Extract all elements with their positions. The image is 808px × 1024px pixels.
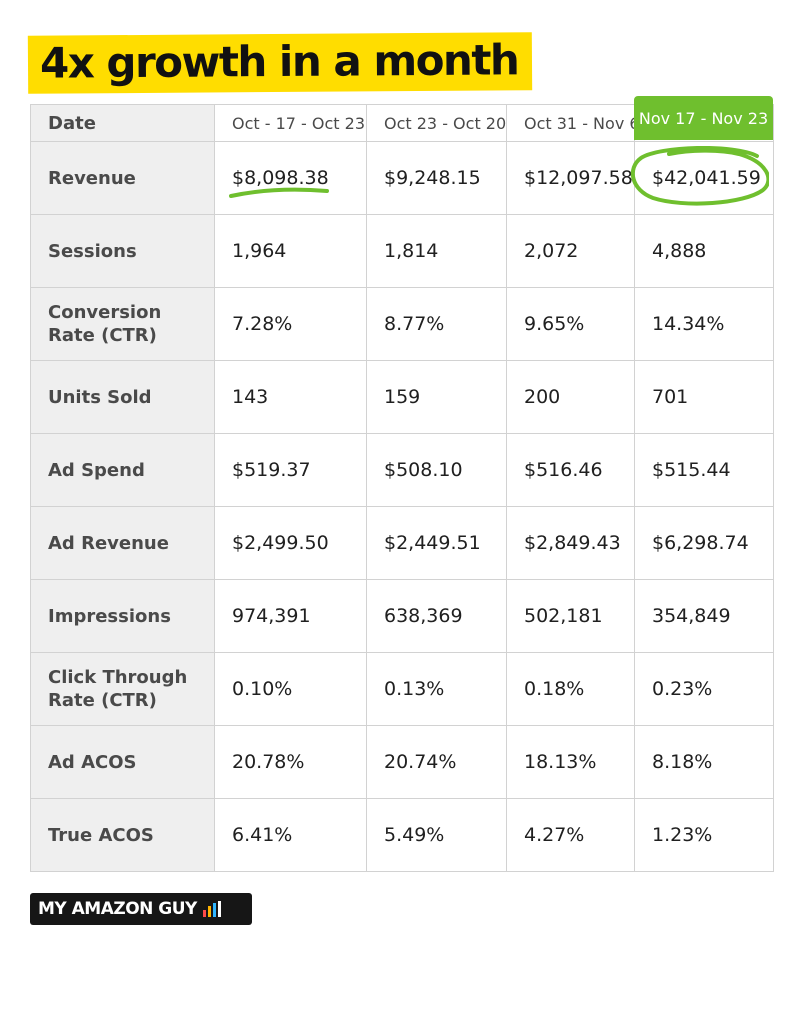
table-cell: $9,248.15 xyxy=(366,141,507,215)
table-cell: 9.65% xyxy=(506,287,635,361)
table-cell: $516.46 xyxy=(506,433,635,507)
table-cell: $519.37 xyxy=(214,433,367,507)
table-cell: 2,072 xyxy=(506,214,635,288)
bar-chart-icon-bar xyxy=(202,910,206,917)
table-row: Conversion Rate (CTR) 7.28% 8.77% 9.65% 14.3… xyxy=(30,287,774,361)
table-cell: 8.77% xyxy=(366,287,507,361)
table-cell: 974,391 xyxy=(214,579,367,653)
row-label: Revenue xyxy=(30,141,215,215)
row-label: Sessions xyxy=(30,214,215,288)
table-cell: $42,041.59 xyxy=(634,141,774,215)
row-label: Conversion Rate (CTR) xyxy=(30,287,215,361)
header-cell: Oct - 17 - Oct 23 xyxy=(214,104,367,142)
table-cell: 0.18% xyxy=(506,652,635,726)
row-label: Units Sold xyxy=(30,360,215,434)
table-cell: 200 xyxy=(506,360,635,434)
table-cell: 6.41% xyxy=(214,798,367,872)
headline-container: 4x growth in a month xyxy=(27,32,533,94)
growth-table-container: Nov 17 - Nov 23 Date Oct - 17 - Oct 23 O… xyxy=(30,96,774,872)
table-cell: 18.13% xyxy=(506,725,635,799)
brand-name: MY AMAZON GUY xyxy=(38,899,197,919)
row-label: True ACOS xyxy=(30,798,215,872)
highlighted-column-header: Nov 17 - Nov 23 xyxy=(634,96,773,140)
table-cell: $12,097.58 xyxy=(506,141,635,215)
table-cell: 7.28% xyxy=(214,287,367,361)
table-cell: 0.13% xyxy=(366,652,507,726)
table-cell: 701 xyxy=(634,360,774,434)
growth-table: Date Oct - 17 - Oct 23 Oct 23 - Oct 20 O… xyxy=(30,104,774,872)
table-row: Sessions 1,964 1,814 2,072 4,888 xyxy=(30,214,774,288)
header-cell: Oct 23 - Oct 20 xyxy=(366,104,507,142)
table-cell: 0.10% xyxy=(214,652,367,726)
bar-chart-icon-bar xyxy=(217,901,221,917)
row-label: Ad Spend xyxy=(30,433,215,507)
table-row: Ad Spend $519.37 $508.10 $516.46 $515.44 xyxy=(30,433,774,507)
header-cell: Oct 31 - Nov 6 xyxy=(506,104,635,142)
bar-chart-icon xyxy=(202,901,221,917)
table-cell: $6,298.74 xyxy=(634,506,774,580)
table-row: Units Sold 143 159 200 701 xyxy=(30,360,774,434)
table-cell: 502,181 xyxy=(506,579,635,653)
table-cell: 20.78% xyxy=(214,725,367,799)
table-cell: 0.23% xyxy=(634,652,774,726)
table-row: Ad ACOS 20.78% 20.74% 18.13% 8.18% xyxy=(30,725,774,799)
table-cell: 8.18% xyxy=(634,725,774,799)
table-cell: $508.10 xyxy=(366,433,507,507)
table-cell: 159 xyxy=(366,360,507,434)
row-label: Ad Revenue xyxy=(30,506,215,580)
table-cell: 14.34% xyxy=(634,287,774,361)
row-label: Click Through Rate (CTR) xyxy=(30,652,215,726)
row-label: Ad ACOS xyxy=(30,725,215,799)
header-label: Date xyxy=(30,104,215,142)
table-row: True ACOS 6.41% 5.49% 4.27% 1.23% xyxy=(30,798,774,872)
row-label: Impressions xyxy=(30,579,215,653)
table-row: Revenue $8,098.38 $9,248.15 $12,097.58 $42,0… xyxy=(30,141,774,215)
bar-chart-icon-bar xyxy=(207,906,211,917)
table-cell: 4.27% xyxy=(506,798,635,872)
table-cell: $8,098.38 xyxy=(214,141,367,215)
table-cell: $2,499.50 xyxy=(214,506,367,580)
table-cell: 143 xyxy=(214,360,367,434)
table-cell: 1.23% xyxy=(634,798,774,872)
table-cell: $2,849.43 xyxy=(506,506,635,580)
table-cell: $515.44 xyxy=(634,433,774,507)
bar-chart-icon-bar xyxy=(212,903,216,917)
brand-logo: MY AMAZON GUY xyxy=(30,893,252,925)
table-cell: 638,369 xyxy=(366,579,507,653)
table-cell: 1,814 xyxy=(366,214,507,288)
headline: 4x growth in a month xyxy=(27,32,533,94)
table-cell: 354,849 xyxy=(634,579,774,653)
table-row: Click Through Rate (CTR) 0.10% 0.13% 0.18% 0… xyxy=(30,652,774,726)
table-cell: 5.49% xyxy=(366,798,507,872)
table-row: Impressions 974,391 638,369 502,181 354,849 xyxy=(30,579,774,653)
table-cell: 4,888 xyxy=(634,214,774,288)
table-row: Ad Revenue $2,499.50 $2,449.51 $2,849.43 $6,… xyxy=(30,506,774,580)
table-cell: 1,964 xyxy=(214,214,367,288)
table-cell: $2,449.51 xyxy=(366,506,507,580)
table-cell: 20.74% xyxy=(366,725,507,799)
